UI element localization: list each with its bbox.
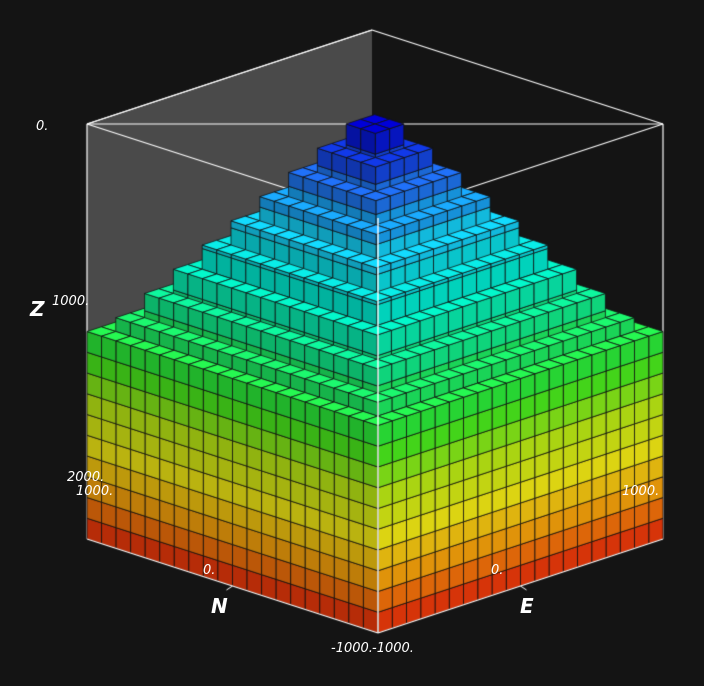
n-axis-label: N	[211, 594, 228, 618]
e-tick-minus1000: -1000.	[372, 641, 414, 656]
z-tick-0: 0.	[36, 119, 49, 134]
e-tick-0: 0.	[491, 563, 504, 578]
n-tick-0: 0.	[203, 563, 216, 578]
z-tick-2000: 2000.	[67, 470, 105, 485]
z-axis-label: Z	[30, 297, 45, 321]
n-tick-minus1000: -1000.	[331, 641, 373, 656]
z-tick-1000: 1000.	[52, 294, 90, 309]
n-tick-1000: 1000.	[76, 484, 114, 499]
e-tick-1000: 1000.	[622, 484, 660, 499]
e-axis-label: E	[520, 594, 534, 618]
